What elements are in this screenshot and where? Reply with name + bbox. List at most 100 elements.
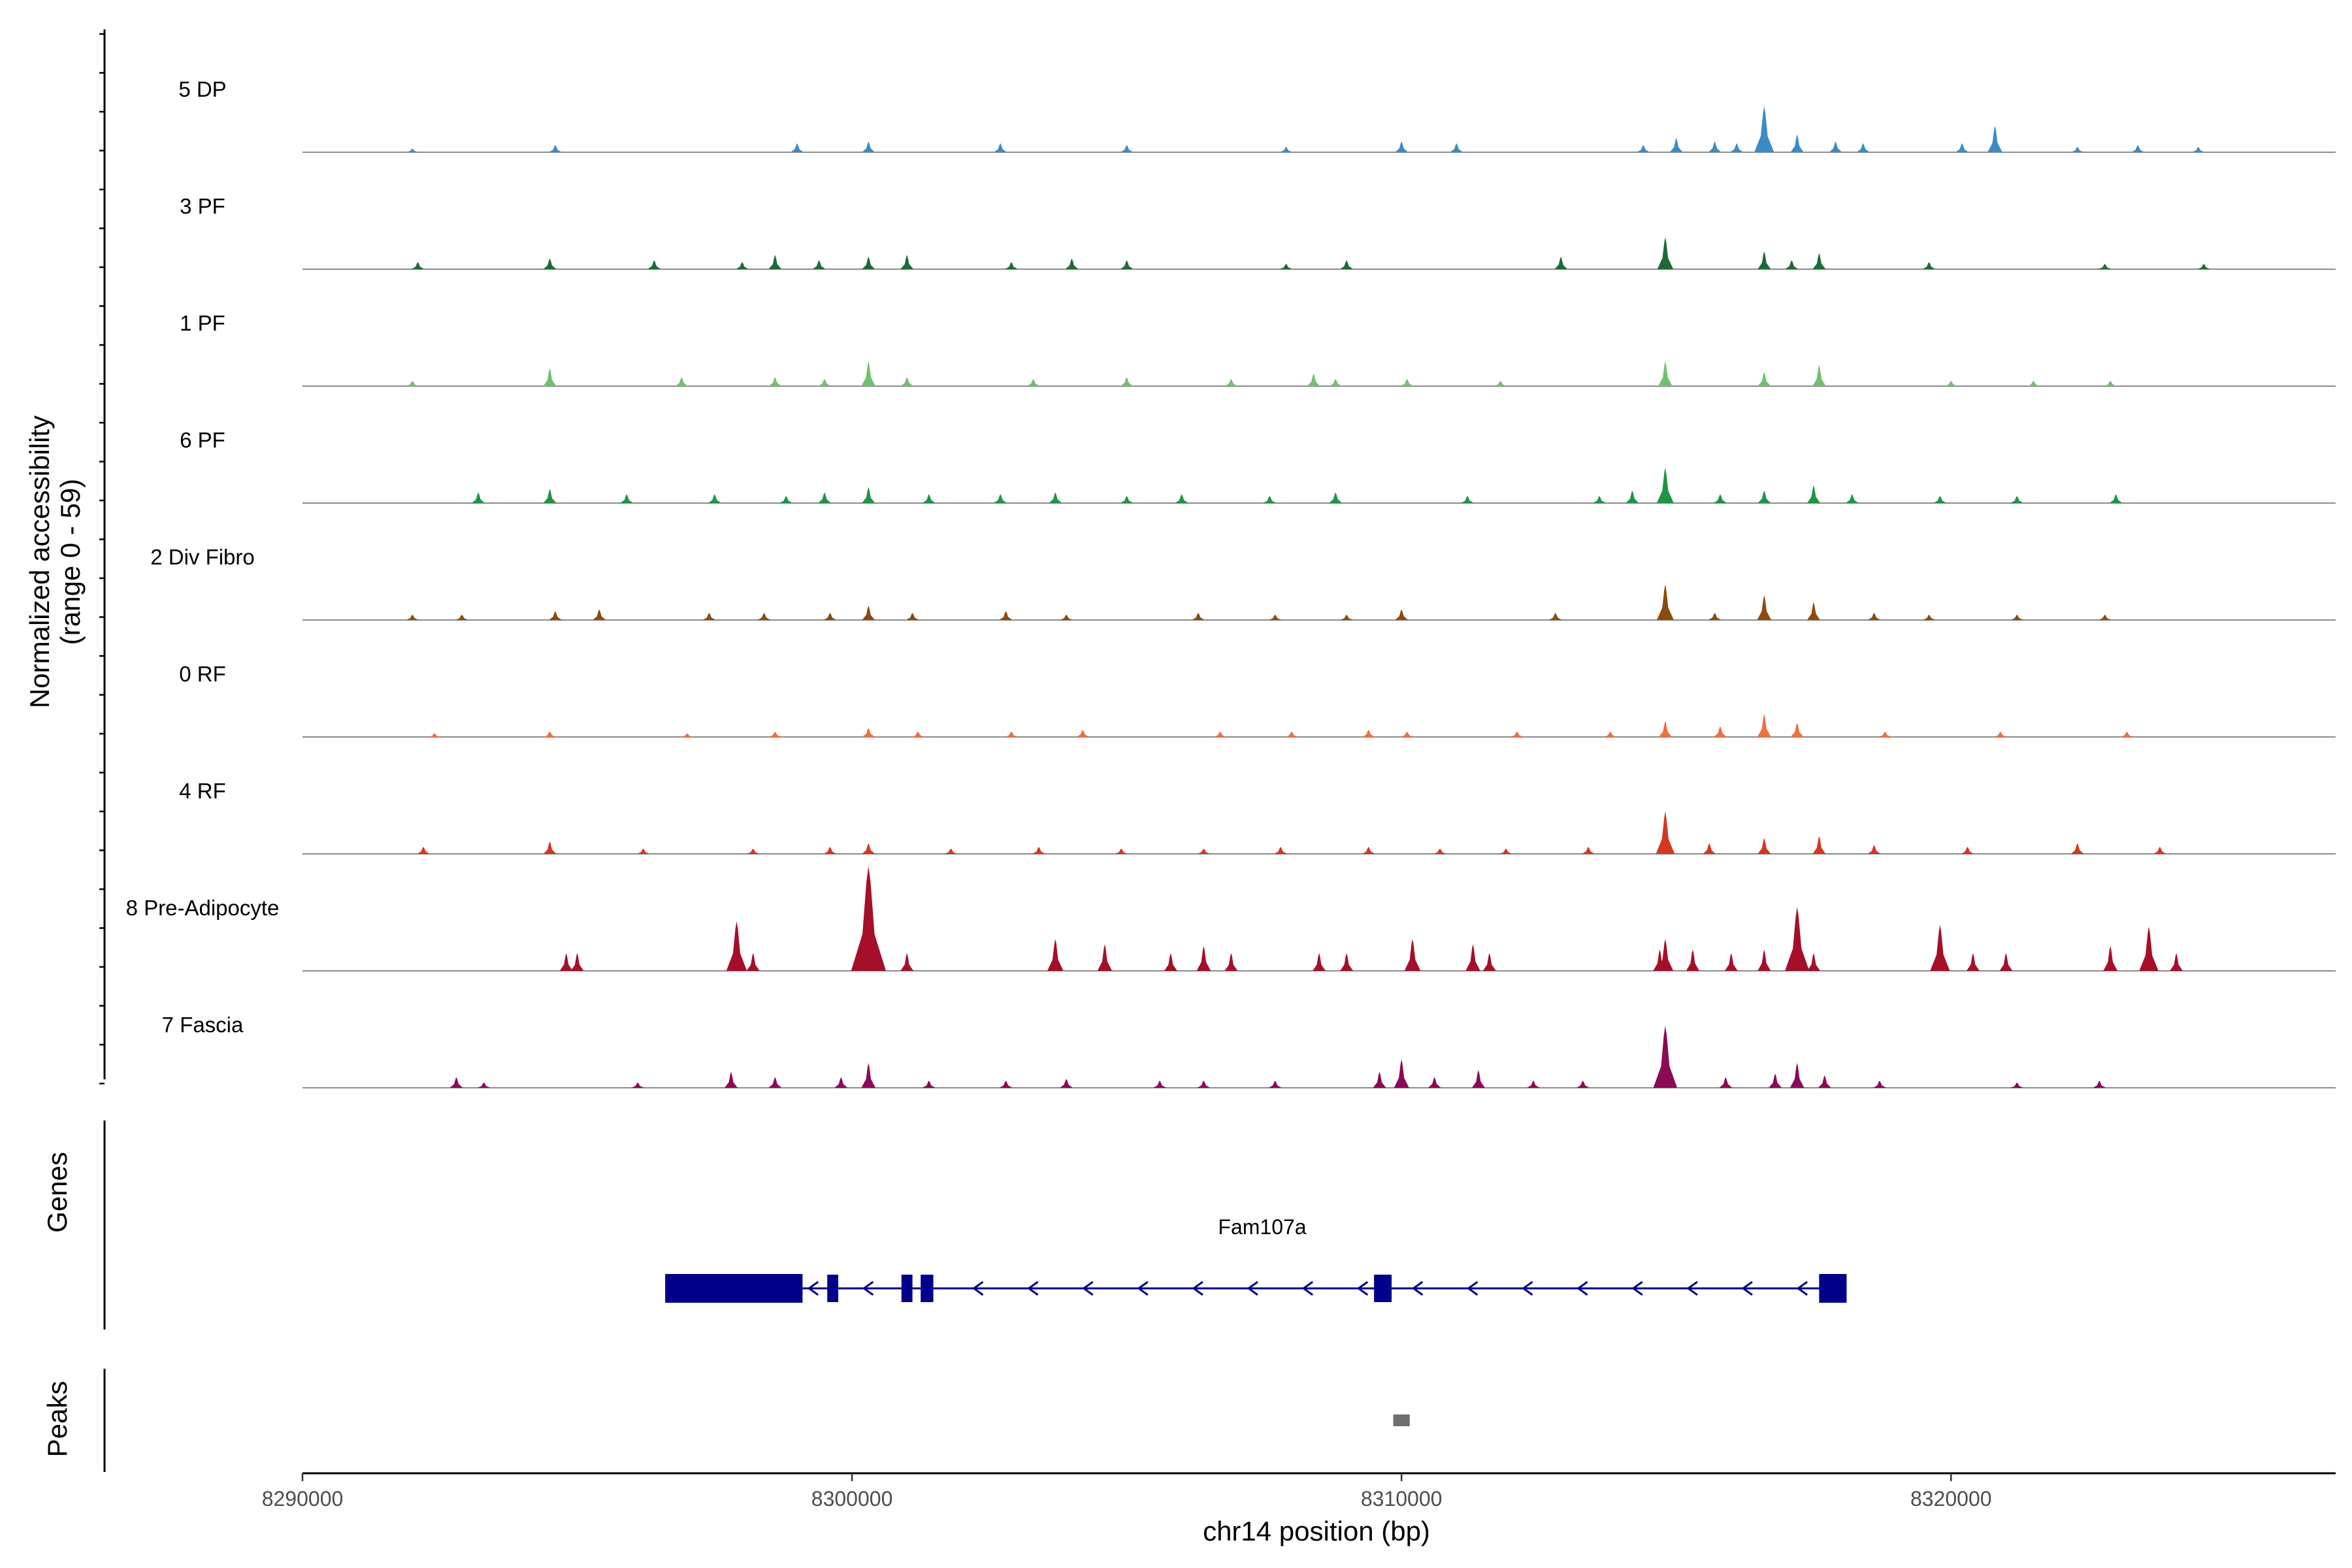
coverage-peak <box>1757 713 1771 737</box>
axes: 8290000 8300000 8310000 8320000 <box>99 29 2336 1511</box>
coverage-peak <box>2120 731 2134 737</box>
coverage-peak <box>1867 613 1881 620</box>
coverage-peak <box>1658 361 1673 386</box>
x-tick-label: 8300000 <box>811 1487 893 1511</box>
coverage-peak <box>1097 944 1113 971</box>
track-label: 5 DP <box>178 77 226 101</box>
coverage-peak <box>2109 494 2123 503</box>
track-label: 8 Pre-Adipocyte <box>126 896 280 920</box>
strand-arrow <box>1356 1281 1369 1296</box>
coverage-peak <box>1582 847 1595 854</box>
coverage-peak <box>851 866 886 971</box>
coverage-peak <box>818 492 831 503</box>
coverage-peak <box>911 731 924 737</box>
coverage-peak <box>1047 939 1064 971</box>
track-3-pf: 3 PF <box>180 194 2336 270</box>
strand-arrow <box>807 1281 819 1296</box>
strand-arrow <box>1576 1281 1588 1296</box>
track-label: 2 Div Fibro <box>150 545 255 569</box>
coverage-peak <box>1115 848 1128 854</box>
coverage-peak <box>1757 595 1772 620</box>
coverage-peak <box>1548 613 1562 620</box>
gene-exon <box>901 1275 913 1302</box>
coverage-peak <box>702 613 716 620</box>
coverage-peak <box>1465 944 1480 971</box>
coverage-peak <box>1065 258 1079 269</box>
coverage-peak <box>2098 614 2112 620</box>
track-label: 7 Fascia <box>162 1013 244 1037</box>
coverage-peak <box>1703 843 1716 854</box>
coverage-peak <box>1005 262 1018 269</box>
coverage-peak <box>1268 614 1282 620</box>
peak-region <box>1393 1414 1410 1426</box>
coverage-peak <box>1307 374 1320 386</box>
coverage-peak <box>543 841 557 854</box>
coverage-peak <box>2093 1081 2106 1088</box>
coverage-peak <box>1930 924 1950 971</box>
coverage-peak <box>1554 257 1568 269</box>
coverage-peak <box>1120 377 1134 386</box>
coverage-peak <box>823 847 837 854</box>
coverage-peak <box>1461 496 1475 503</box>
coverage-peak <box>2191 146 2205 152</box>
coverage-peak <box>1818 1075 1831 1088</box>
coverage-peak <box>406 380 419 386</box>
coverage-peak <box>1482 953 1496 971</box>
coverage-peak <box>1224 379 1238 386</box>
coverage-peak <box>861 361 876 386</box>
coverage-peak <box>1510 731 1524 737</box>
coverage-peak <box>2131 145 2145 152</box>
coverage-peak <box>1263 496 1277 503</box>
strand-arrow <box>1192 1281 1203 1296</box>
coverage-peak <box>1593 496 1606 503</box>
strand-arrow <box>1686 1281 1698 1296</box>
coverage-peak <box>570 953 584 971</box>
coverage-peak <box>1686 949 1700 971</box>
peaks-track <box>1393 1414 1410 1426</box>
coverage-peak <box>1790 134 1804 152</box>
coverage-peak <box>1494 380 1507 386</box>
coverage-peak <box>999 611 1013 620</box>
coverage-peak <box>1922 614 1936 620</box>
coverage-peak <box>1060 614 1073 620</box>
coverage-peak <box>543 258 557 269</box>
coverage-peak <box>1757 491 1771 503</box>
track-0-rf: 0 RF <box>179 662 2336 738</box>
coverage-peak <box>548 145 562 152</box>
strand-arrow <box>1082 1281 1094 1296</box>
coverage-peak <box>1656 584 1674 620</box>
coverage-peak <box>768 377 782 386</box>
coverage-peak <box>675 377 689 386</box>
coverage-peak <box>1400 379 1414 386</box>
coverage-peak <box>1785 260 1799 269</box>
coverage-peak <box>1395 609 1409 620</box>
coverage-peak <box>1213 731 1227 737</box>
coverage-peak <box>1789 1063 1805 1088</box>
coverage-peak <box>427 733 441 737</box>
coverage-peak <box>1807 953 1820 971</box>
coverage-peak <box>944 848 958 854</box>
coverage-peak <box>1999 953 2013 971</box>
coverage-peak <box>1329 379 1343 386</box>
coverage-peak <box>1658 721 1672 737</box>
strand-arrow <box>1137 1281 1149 1296</box>
coverage-peak <box>862 487 875 503</box>
coverage-peak <box>1933 496 1947 503</box>
coverage-peak <box>1395 141 1409 152</box>
coverage-peak <box>543 368 557 386</box>
coverage-peak <box>768 1077 782 1088</box>
coverage-peak <box>2070 843 2084 854</box>
x-tick-label: 8320000 <box>1910 1487 1992 1511</box>
coverage-peak <box>725 1071 738 1088</box>
coverage-peak <box>1340 953 1354 971</box>
coverage-peak <box>472 492 485 503</box>
coverage-peak <box>1404 939 1421 971</box>
coverage-peak <box>779 496 793 503</box>
coverage-peak <box>1757 838 1771 854</box>
coverage-peak <box>2170 953 2183 971</box>
coverage-peak <box>543 731 557 737</box>
coverage-peak <box>862 257 875 269</box>
track-1-pf: 1 PF <box>180 311 2336 387</box>
coverage-peak <box>862 606 875 620</box>
